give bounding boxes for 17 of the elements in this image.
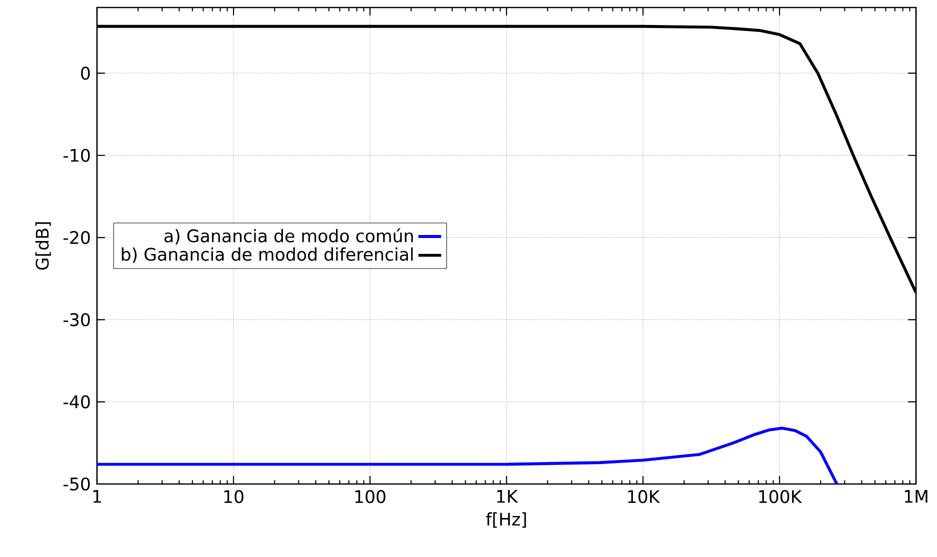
y-tick-label: 0 <box>81 66 90 80</box>
x-axis-title: f[Hz] <box>486 512 526 528</box>
y-tick-label: -30 <box>63 313 90 326</box>
y-tick-label: -20 <box>63 230 90 244</box>
y-tick-label: -40 <box>63 395 90 408</box>
x-tick-label: 100 <box>355 490 386 504</box>
x-tick-label: 10K <box>628 490 660 504</box>
y-tick-label: -50 <box>63 477 90 491</box>
y-tick-label: -10 <box>63 148 90 162</box>
x-tick-label: 1M <box>904 490 928 503</box>
x-tick-label: 1 <box>93 490 101 503</box>
legend-label: a) Ganancia de modo común <box>164 228 413 244</box>
legend-label: b) Ganancia de modod diferencial <box>122 247 413 263</box>
x-tick-label: 100K <box>759 490 802 504</box>
y-axis-title: G[dB] <box>35 222 51 270</box>
x-tick-label: 1K <box>497 490 518 503</box>
x-tick-label: 10 <box>224 490 244 504</box>
